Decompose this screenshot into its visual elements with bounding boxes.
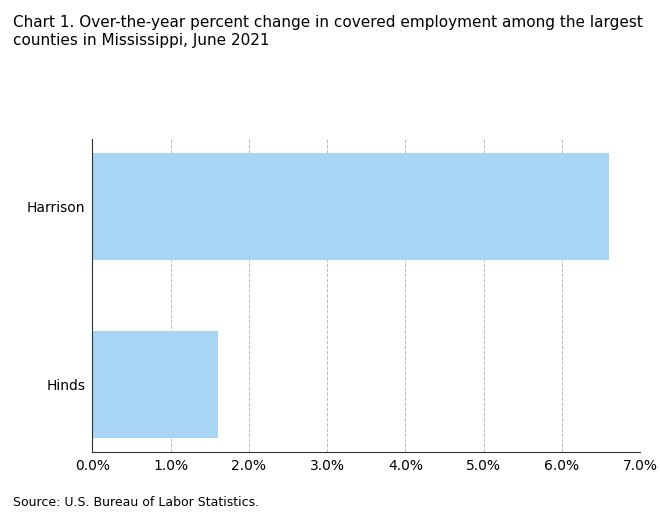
- Bar: [92, 331, 218, 438]
- Text: Source: U.S. Bureau of Labor Statistics.: Source: U.S. Bureau of Labor Statistics.: [13, 496, 259, 509]
- Bar: [92, 153, 609, 260]
- Text: Chart 1. Over-the-year percent change in covered employment among the largest
co: Chart 1. Over-the-year percent change in…: [13, 15, 643, 48]
